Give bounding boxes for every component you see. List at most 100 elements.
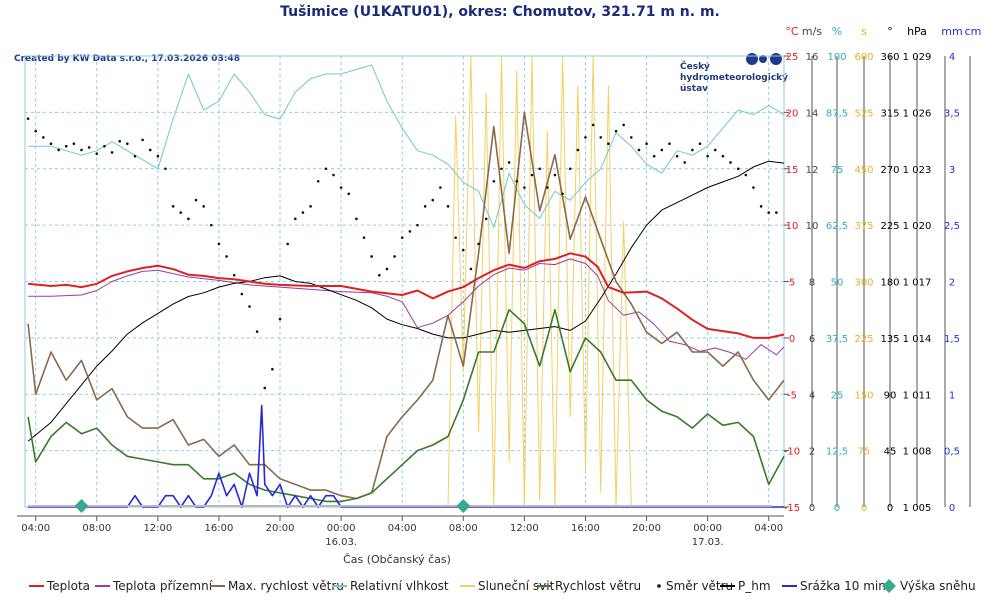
wind-direction-point [568, 167, 572, 171]
wind-direction-point [72, 142, 76, 145]
wind-direction-point [515, 179, 519, 183]
legend-item-relativni-vlhkost[interactable]: Relativní vlhkost [332, 579, 449, 593]
wind-direction-point [461, 248, 465, 252]
wind-direction-point [26, 117, 30, 120]
y-tick-label: 1,5 [944, 334, 960, 345]
y-tick-label: 87,5 [826, 108, 848, 119]
x-tick-label: 04:00 [21, 523, 50, 534]
legend-label: Rychlost větru [555, 579, 641, 593]
y-tick-label: 75 [831, 165, 844, 176]
x-tick-label: 00:00 [327, 523, 356, 534]
x-tick-label: 20:00 [632, 523, 661, 534]
series-teplota-prizemni [28, 258, 785, 360]
wind-direction-point [629, 136, 633, 139]
wind-direction-point [271, 367, 274, 371]
wind-direction-point [454, 236, 457, 239]
legend-label: Teplota přízemní [112, 579, 213, 593]
y-tick-label: 10 [786, 221, 799, 232]
chart-title: Tušimice (U1KATU01), okres: Chomutov, 32… [280, 4, 720, 20]
legend-item-teplota-prizemni[interactable]: Teplota přízemní [95, 579, 213, 593]
wind-direction-point [294, 217, 297, 221]
wind-direction-point [545, 186, 549, 189]
legend-item-rychlost-vetru[interactable]: Rychlost větru [537, 579, 641, 593]
series-slunecni-svit [447, 55, 632, 508]
wind-direction-point [484, 217, 488, 221]
axis-unit-s-3: s [861, 25, 867, 38]
wind-direction-point [446, 205, 450, 208]
legend-item-p-hm[interactable]: P_hm [720, 579, 771, 593]
y-tick-label: 315 [880, 108, 899, 119]
wind-direction-point [187, 217, 190, 221]
snow-marker [74, 499, 89, 513]
wind-direction-point [477, 242, 480, 246]
y-tick-label: 0,5 [944, 447, 960, 458]
y-tick-label: 1 011 [903, 390, 932, 401]
series-max-rychlost-vetru [27, 111, 785, 500]
wind-direction-point [80, 148, 83, 152]
x-tick-label: 12:00 [143, 523, 172, 534]
y-tick-label: 10 [806, 221, 819, 232]
wind-direction-point [34, 129, 37, 133]
y-tick-label: 1 023 [903, 165, 932, 176]
legend-item-teplota[interactable]: Teplota [29, 579, 90, 593]
wind-direction-point [439, 186, 442, 189]
wind-direction-point [118, 139, 121, 143]
snow-marker [456, 499, 471, 513]
x-date-label: 16.03. [325, 537, 357, 548]
wind-direction-point [645, 142, 648, 145]
wind-direction-point [248, 305, 251, 308]
wind-direction-point [736, 167, 740, 171]
y-tick-label: 1 029 [903, 52, 932, 63]
wind-direction-point [660, 148, 664, 152]
wind-direction-point [202, 205, 205, 208]
x-tick-label: 16:00 [571, 523, 600, 534]
legend-item-smer-vetru[interactable]: Směr větru [657, 579, 733, 593]
y-tick-label: 3,5 [944, 108, 960, 119]
y-tick-label: 4 [949, 52, 955, 63]
legend-item-max-rychlost-vetru[interactable]: Max. rychlost větru [210, 579, 344, 593]
y-tick-label: 375 [854, 221, 873, 232]
wind-direction-point [57, 148, 60, 152]
axis-unit--2: % [832, 25, 842, 38]
axis-unit-hpa-5: hPa [907, 25, 927, 38]
wind-direction-point [591, 123, 595, 127]
wind-direction-point [538, 167, 541, 171]
series-relativni-vlhkost [28, 64, 785, 228]
y-tick-label: 2,5 [944, 221, 960, 232]
y-tick-label: 62,5 [826, 221, 848, 232]
y-tick-label: 3 [949, 165, 955, 176]
x-tick-label: 16:00 [205, 523, 234, 534]
wind-direction-point [431, 198, 435, 202]
wind-direction-point [278, 317, 282, 321]
y-tick-label: 75 [858, 447, 871, 458]
wind-direction-point [775, 211, 778, 214]
wind-direction-point [652, 154, 656, 158]
axis-unit-cm-7: cm [965, 25, 982, 38]
x-axis-label: Čas (Občanský čas) [343, 553, 451, 566]
y-tick-label: 37,5 [826, 334, 848, 345]
y-tick-label: 0 [834, 503, 840, 514]
wind-direction-point [599, 136, 603, 139]
legend-label: Srážka 10 min. [800, 579, 890, 593]
wind-direction-point [408, 230, 412, 233]
y-tick-label: 450 [854, 165, 873, 176]
y-tick-label: 225 [854, 334, 873, 345]
legend-item-srazka-10-min[interactable]: Srážka 10 min. [782, 579, 890, 593]
wind-direction-point [767, 211, 771, 214]
wind-direction-point [362, 236, 366, 239]
wind-direction-point [637, 148, 641, 152]
legend-label: Relativní vlhkost [350, 579, 449, 593]
legend-item-slunecni-svit[interactable]: Sluneční svit [460, 579, 555, 593]
legend-item-vyska-snehu[interactable]: Výška sněhu [882, 579, 976, 593]
wind-direction-point [194, 198, 198, 202]
y-tick-label: 6 [809, 334, 815, 345]
wind-direction-point [171, 205, 175, 208]
x-axis: 04:00 08:00 12:00 16:00 20:00 00:00 04:00 08:00… [17, 515, 784, 548]
x-date-label: 17.03. [692, 537, 724, 548]
y-tick-label: 4 [809, 390, 815, 401]
wind-direction-point [49, 142, 53, 145]
y-tick-label: 15 [786, 165, 799, 176]
legend-label: Max. rychlost větru [228, 579, 344, 593]
wind-direction-point [103, 144, 106, 148]
